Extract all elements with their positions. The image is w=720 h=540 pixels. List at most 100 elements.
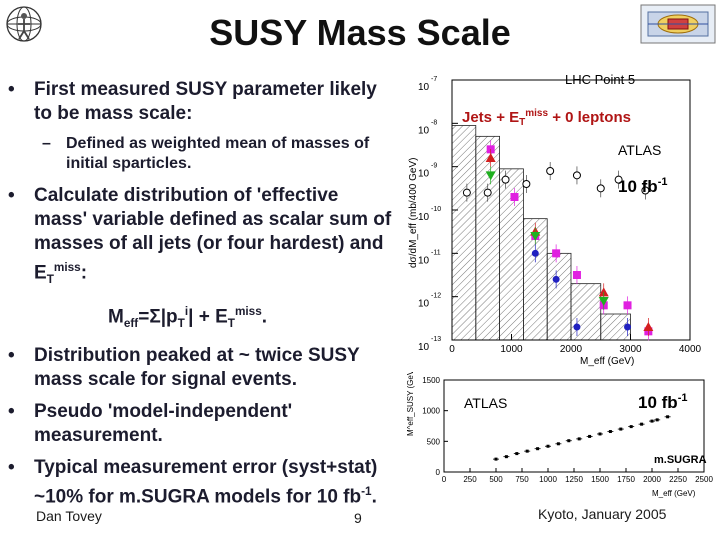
data-point <box>485 153 496 162</box>
data-point <box>522 180 531 188</box>
detector-image <box>640 4 716 44</box>
luminosity-label: 10 fb-1 <box>638 392 687 412</box>
footer-date: Kyoto, January 2005 <box>538 506 667 522</box>
data-point <box>536 447 540 451</box>
y-tick-label-base: 10 <box>418 82 430 93</box>
bullet-measurement-error: • Typical measurement error (syst+stat) … <box>8 457 378 508</box>
x-tick-label: 0 <box>449 344 455 355</box>
data-point <box>598 432 602 436</box>
x-tick-label: 1750 <box>617 475 635 484</box>
y-tick-label-base: 10 <box>418 212 430 223</box>
data-point <box>598 297 609 306</box>
x-tick-label: 0 <box>442 475 447 484</box>
y-tick-label-exponent: -7 <box>431 76 437 83</box>
y-tick-label: 1500 <box>422 376 440 385</box>
y-tick-label-base: 10 <box>418 169 430 180</box>
data-point <box>552 275 560 283</box>
data-point <box>546 167 555 175</box>
data-point <box>655 418 659 422</box>
slide-body: • First measured SUSY parameter likely t… <box>8 78 393 518</box>
data-point <box>525 449 529 453</box>
atlas-logo <box>4 4 44 44</box>
y-tick-label: 1000 <box>422 407 440 416</box>
data-point <box>546 444 550 448</box>
data-point <box>510 193 519 201</box>
y-tick-label-exponent: -9 <box>431 163 437 170</box>
atlas-label: ATLAS <box>618 142 661 158</box>
data-point <box>629 425 633 429</box>
y-tick-label-exponent: -11 <box>431 249 441 256</box>
data-point <box>552 249 561 258</box>
bullet-effective-mass: • Calculate distribution of 'effective m… <box>8 185 392 287</box>
data-point <box>494 457 498 461</box>
y-tick-label-base: 10 <box>418 125 430 136</box>
x-axis-label: M_eff (GeV) <box>652 489 696 498</box>
msusy-vs-meff-chart: 0 250 500 750 1000 1250 1500 1750 2000 2250 2500 0 5… <box>406 372 713 498</box>
data-point <box>501 175 510 184</box>
x-tick-label: 3000 <box>619 344 642 355</box>
luminosity-label: 10 fb-1 <box>618 176 667 196</box>
chart-axes: 0 1000 2000 3000 400010-710-810-910-1010-111… <box>418 76 702 355</box>
data-point <box>556 442 560 446</box>
data-point <box>485 171 496 181</box>
histogram-bin <box>546 252 572 341</box>
x-tick-label: 1000 <box>539 475 557 484</box>
bullet-distribution-peak: • Distribution peaked at ~ twice SUSY ma… <box>8 345 360 391</box>
bullet-mass-scale: • First measured SUSY parameter likely t… <box>8 79 377 124</box>
chart-axes: 0 250 500 750 1000 1250 1500 1750 2000 2250 2500 0 5… <box>422 376 713 484</box>
data-point <box>577 437 581 441</box>
data-point <box>483 188 492 197</box>
y-axis-label: M^eff_SUSY (GeV) <box>406 372 415 436</box>
data-point <box>515 452 519 456</box>
y-tick-label-base: 10 <box>418 342 430 353</box>
data-point <box>623 301 632 310</box>
histogram-bin <box>570 283 602 341</box>
meff-distribution-chart: 0 1000 2000 3000 400010-710-810-910-1010-111… <box>408 72 702 367</box>
data-point <box>666 415 670 419</box>
data-point <box>596 184 605 193</box>
chart-title: LHC Point 5 <box>565 72 635 87</box>
data-point <box>572 171 581 180</box>
data-point <box>598 287 609 297</box>
x-tick-label: 2500 <box>695 475 713 484</box>
y-tick-label-exponent: -13 <box>431 336 441 343</box>
y-tick-label-exponent: -12 <box>431 293 441 300</box>
histogram-bin <box>451 125 477 341</box>
data-point <box>614 175 623 184</box>
series-markers <box>493 415 671 461</box>
chart-subtitle: Jets + ETmiss + 0 leptons <box>462 108 631 128</box>
data-point <box>608 430 612 434</box>
sub-bullet-weighted-mean: – Defined as weighted mean of masses of … <box>42 135 370 172</box>
y-axis-label: dσ/dM_eff (mb/400 GeV) <box>408 158 419 268</box>
y-tick-label-base: 10 <box>418 299 430 310</box>
x-tick-label: 750 <box>515 475 529 484</box>
slide-number: 9 <box>354 510 362 526</box>
bullet-model-independent: • Pseudo 'model-independent' measurement… <box>8 401 293 447</box>
footer-author: Dan Tovey <box>36 508 102 524</box>
y-tick-label: 500 <box>427 437 441 446</box>
x-tick-label: 1000 <box>500 344 523 355</box>
data-point <box>567 439 571 443</box>
data-point <box>588 434 592 438</box>
x-tick-label: 2000 <box>560 344 583 355</box>
y-tick-label-exponent: -10 <box>431 206 441 213</box>
data-point <box>504 455 508 459</box>
y-tick-label-exponent: -8 <box>431 119 437 126</box>
data-point <box>641 186 650 195</box>
atlas-label: ATLAS <box>464 395 507 411</box>
x-tick-label: 250 <box>463 475 477 484</box>
x-tick-label: 2000 <box>643 475 661 484</box>
data-point <box>640 422 644 426</box>
meff-formula: Meff=Σ|pTi| + ETmiss. <box>108 305 268 331</box>
data-point <box>619 427 623 431</box>
data-point <box>573 323 581 331</box>
data-point <box>643 322 654 331</box>
data-point <box>462 188 471 197</box>
x-tick-label: 4000 <box>679 344 702 355</box>
x-axis-label: M_eff (GeV) <box>580 356 634 367</box>
series-markers <box>462 140 654 341</box>
y-tick-label: 0 <box>436 468 441 477</box>
slide-title: SUSY Mass Scale <box>209 12 511 53</box>
model-label: m.SUGRA <box>654 454 707 466</box>
x-tick-label: 1500 <box>591 475 609 484</box>
